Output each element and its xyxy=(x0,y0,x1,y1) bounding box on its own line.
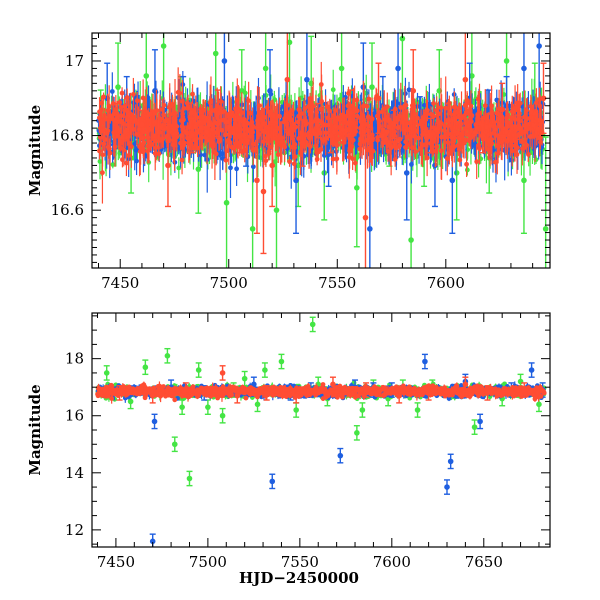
data-point xyxy=(372,125,377,131)
outlier-point xyxy=(195,166,202,172)
outlier-point xyxy=(160,43,167,49)
data-point xyxy=(250,164,256,170)
outlier-point xyxy=(354,185,360,191)
outlier-point xyxy=(286,39,293,46)
data-point xyxy=(363,90,369,96)
outlier-point xyxy=(369,84,375,90)
outlier-point xyxy=(449,177,456,184)
outlier-point xyxy=(453,170,460,176)
outlier-point xyxy=(338,65,345,72)
outlier-point xyxy=(521,177,527,184)
data-point xyxy=(464,167,470,173)
data-point xyxy=(198,152,203,158)
data-point xyxy=(275,152,281,157)
data-point xyxy=(97,159,103,164)
data-point xyxy=(134,158,139,164)
outlier-point xyxy=(503,58,510,64)
data-point xyxy=(256,95,261,101)
data-point xyxy=(234,166,240,172)
outlier-point xyxy=(304,76,310,83)
outlier-point xyxy=(115,84,121,90)
outlier-point xyxy=(267,88,273,94)
data-point xyxy=(272,97,278,103)
data-point xyxy=(97,148,102,154)
data-point xyxy=(202,152,208,158)
outlier-point xyxy=(143,73,150,79)
plot-area xyxy=(96,33,549,268)
outlier-point xyxy=(521,65,527,72)
data-point xyxy=(330,87,336,93)
data-point xyxy=(409,162,414,167)
series-2 xyxy=(96,33,547,268)
data-point xyxy=(124,160,129,166)
data-point xyxy=(132,141,138,147)
outlier-point xyxy=(399,35,406,42)
outlier-point xyxy=(262,65,269,72)
outlier-point xyxy=(223,199,230,206)
outlier-point xyxy=(536,43,542,49)
outlier-point xyxy=(403,170,410,176)
outlier-point xyxy=(408,237,414,243)
outlier-point xyxy=(238,88,245,94)
outlier-point xyxy=(469,73,475,79)
outlier-point xyxy=(395,65,401,72)
data-point xyxy=(444,156,450,161)
outlier-point xyxy=(249,226,256,232)
data-point xyxy=(421,102,427,108)
data-point xyxy=(406,87,412,93)
data-point xyxy=(287,159,292,164)
data-point xyxy=(109,89,115,94)
outlier-point xyxy=(273,207,280,213)
outlier-point xyxy=(212,50,219,57)
outlier-point xyxy=(367,226,373,232)
data-point xyxy=(403,91,408,96)
outlier-point xyxy=(542,226,549,232)
outlier-point xyxy=(221,58,228,64)
data-point xyxy=(228,165,233,171)
data-point xyxy=(456,105,462,111)
data-point xyxy=(110,162,116,167)
data-point xyxy=(291,161,297,167)
